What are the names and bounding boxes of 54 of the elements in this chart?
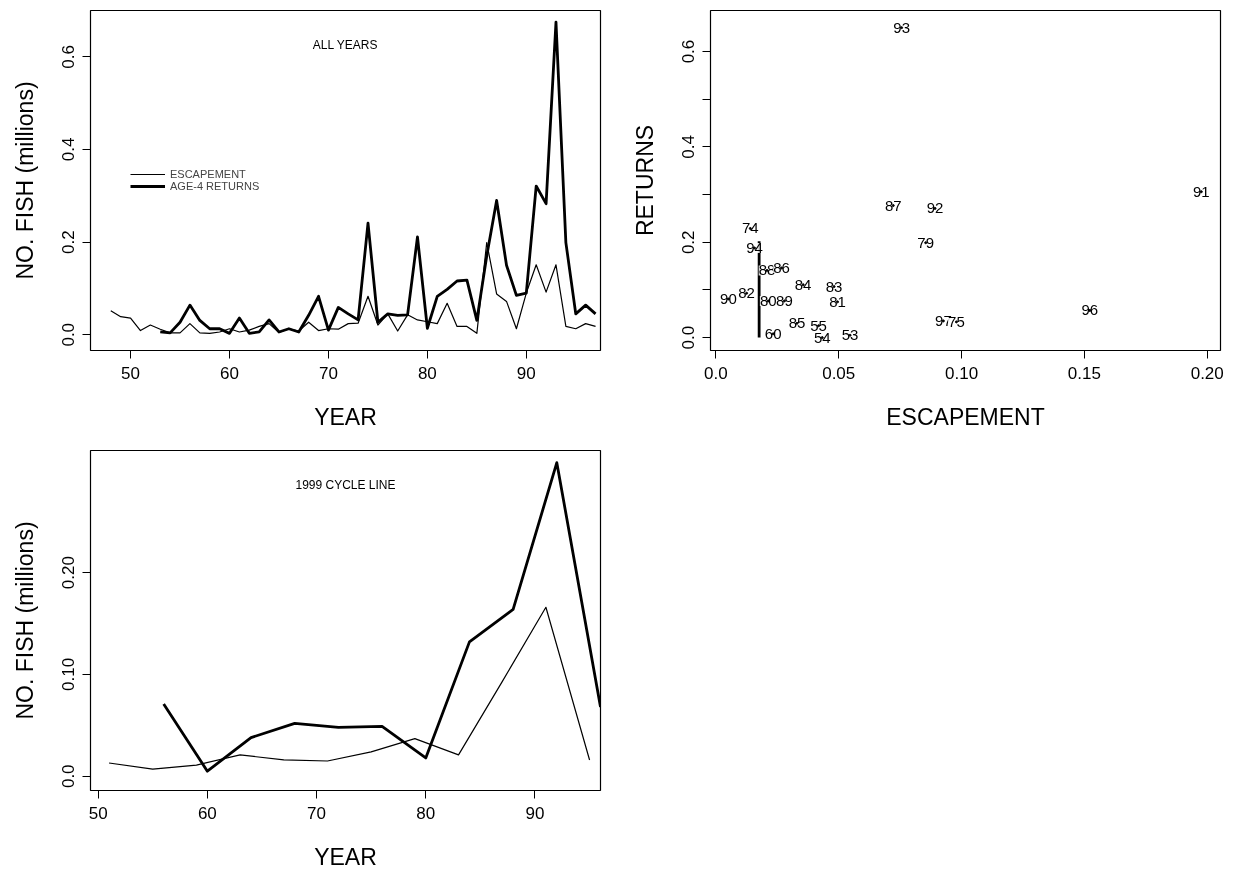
x-axis-title: YEAR	[314, 843, 377, 870]
y-tick-label: 0.6	[59, 45, 79, 69]
annotation: 84	[794, 275, 812, 293]
annotation: 96	[1081, 301, 1099, 319]
y-axis-title: NO. FISH (millions)	[11, 81, 38, 280]
x-axis-title: ESCAPEMENT	[886, 403, 1045, 430]
y-tick-label: 0.20	[59, 556, 79, 590]
annotation: 82	[738, 284, 755, 302]
x-tick-label: 0.0	[704, 363, 728, 383]
annotation: 85	[788, 314, 806, 332]
annotation: 81	[829, 292, 846, 310]
annotation: 74	[741, 219, 759, 237]
annotation: ALL YEARS	[312, 37, 378, 52]
y-axis-title: RETURNS	[631, 124, 658, 237]
x-tick-label: 80	[416, 803, 436, 823]
x-tick-label: 50	[88, 803, 108, 823]
annotation: 90	[720, 290, 737, 307]
y-tick-label: 0.0	[59, 764, 79, 789]
annotation: 89	[776, 291, 793, 309]
x-tick-label: 90	[516, 363, 536, 383]
x-tick-label: 70	[318, 363, 338, 383]
y-tick-label: 0.0	[679, 325, 699, 350]
y-axis-title: NO. FISH (millions)	[11, 521, 38, 720]
x-tick-label: 50	[121, 363, 141, 383]
x-axis-title: YEAR	[314, 403, 377, 430]
annotation: 83	[825, 277, 843, 295]
legend-label: ESCAPEMENT	[170, 168, 246, 180]
x-tick-label: 0.05	[822, 363, 856, 383]
y-tick-label: 0.4	[59, 137, 79, 162]
y-tick-label: 0.10	[59, 657, 79, 691]
annotation: 93	[893, 18, 910, 36]
y-tick-label: 0.2	[59, 230, 79, 254]
y-tick-label: 0.2	[679, 230, 699, 255]
annotation: 60	[764, 324, 782, 342]
x-tick-label: 60	[197, 803, 217, 823]
annotation: 91	[1193, 182, 1210, 200]
x-tick-label: 60	[220, 363, 239, 383]
annotation: 94	[746, 238, 763, 256]
x-tick-label: 70	[307, 803, 327, 823]
x-tick-label: 0.20	[1190, 363, 1224, 383]
y-tick-label: 0.6	[679, 39, 699, 64]
annotation: 1999 CYCLE LINE	[295, 477, 396, 492]
x-tick-label: 80	[417, 363, 437, 383]
legend-label: AGE-4 RETURNS	[170, 180, 260, 192]
x-tick-label: 0.10	[945, 363, 979, 383]
annotation: 87	[884, 196, 902, 214]
x-tick-label: 0.15	[1067, 363, 1101, 383]
y-tick-label: 0.0	[59, 322, 79, 347]
annotation: 80	[759, 291, 777, 309]
annotation: 92	[926, 199, 944, 217]
annotation: 53	[841, 326, 859, 344]
annotation: 79	[917, 233, 935, 251]
y-tick-label: 0.4	[679, 135, 699, 159]
x-tick-label: 90	[525, 803, 545, 823]
